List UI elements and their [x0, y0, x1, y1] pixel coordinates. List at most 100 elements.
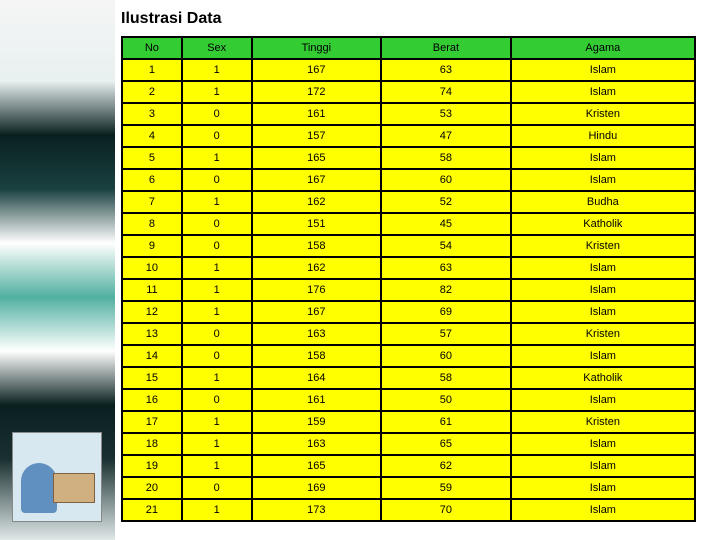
table-cell: Hindu: [511, 125, 695, 147]
table-cell: 59: [381, 477, 511, 499]
table-cell: 176: [252, 279, 382, 301]
table-row: 2117274Islam: [122, 81, 695, 103]
table-cell: 1: [182, 257, 252, 279]
table-cell: 62: [381, 455, 511, 477]
table-cell: 10: [122, 257, 182, 279]
table-cell: Katholik: [511, 213, 695, 235]
table-row: 6016760Islam: [122, 169, 695, 191]
table-cell: 0: [182, 169, 252, 191]
table-cell: 172: [252, 81, 382, 103]
table-cell: 7: [122, 191, 182, 213]
table-cell: 0: [182, 389, 252, 411]
main-content: Ilustrasi Data No Sex Tinggi Berat Agama…: [115, 0, 720, 522]
table-cell: 3: [122, 103, 182, 125]
table-cell: 158: [252, 345, 382, 367]
table-cell: 14: [122, 345, 182, 367]
table-cell: 0: [182, 235, 252, 257]
table-cell: 173: [252, 499, 382, 521]
table-cell: 6: [122, 169, 182, 191]
table-cell: 63: [381, 257, 511, 279]
table-cell: 1: [182, 147, 252, 169]
table-cell: Budha: [511, 191, 695, 213]
table-cell: 161: [252, 389, 382, 411]
data-table: No Sex Tinggi Berat Agama 1116763Islam21…: [121, 36, 696, 522]
table-cell: 1: [182, 301, 252, 323]
decorative-sidebar: [0, 0, 115, 540]
table-row: 19116562Islam: [122, 455, 695, 477]
table-cell: 167: [252, 59, 382, 81]
table-cell: 1: [182, 455, 252, 477]
table-cell: 70: [381, 499, 511, 521]
table-row: 8015145Katholik: [122, 213, 695, 235]
table-row: 3016153Kristen: [122, 103, 695, 125]
table-cell: 1: [182, 499, 252, 521]
table-row: 11117682Islam: [122, 279, 695, 301]
table-cell: 165: [252, 147, 382, 169]
table-cell: Islam: [511, 257, 695, 279]
table-cell: 13: [122, 323, 182, 345]
table-cell: Islam: [511, 147, 695, 169]
table-cell: 47: [381, 125, 511, 147]
table-cell: 157: [252, 125, 382, 147]
table-cell: 0: [182, 213, 252, 235]
table-cell: 54: [381, 235, 511, 257]
table-cell: 162: [252, 191, 382, 213]
table-cell: 58: [381, 367, 511, 389]
table-cell: 12: [122, 301, 182, 323]
table-row: 4015747Hindu: [122, 125, 695, 147]
table-cell: 69: [381, 301, 511, 323]
table-cell: 74: [381, 81, 511, 103]
table-cell: 65: [381, 433, 511, 455]
table-row: 21117370Islam: [122, 499, 695, 521]
table-cell: Islam: [511, 499, 695, 521]
table-row: 20016959Islam: [122, 477, 695, 499]
table-cell: 163: [252, 323, 382, 345]
table-cell: Kristen: [511, 103, 695, 125]
table-cell: 158: [252, 235, 382, 257]
table-cell: 159: [252, 411, 382, 433]
table-cell: 0: [182, 345, 252, 367]
table-cell: 0: [182, 323, 252, 345]
table-cell: 0: [182, 125, 252, 147]
table-cell: 4: [122, 125, 182, 147]
table-cell: 19: [122, 455, 182, 477]
table-row: 12116769Islam: [122, 301, 695, 323]
col-header-sex: Sex: [182, 37, 252, 59]
table-cell: 20: [122, 477, 182, 499]
col-header-agama: Agama: [511, 37, 695, 59]
table-cell: 60: [381, 345, 511, 367]
table-row: 18116365Islam: [122, 433, 695, 455]
table-cell: 1: [182, 191, 252, 213]
table-cell: 82: [381, 279, 511, 301]
table-cell: 18: [122, 433, 182, 455]
table-cell: 1: [122, 59, 182, 81]
chair-shape: [21, 463, 57, 513]
table-cell: 61: [381, 411, 511, 433]
table-cell: 1: [182, 279, 252, 301]
table-body: 1116763Islam2117274Islam3016153Kristen40…: [122, 59, 695, 521]
table-cell: 0: [182, 103, 252, 125]
table-row: 9015854Kristen: [122, 235, 695, 257]
table-cell: 9: [122, 235, 182, 257]
table-row: 15116458Katholik: [122, 367, 695, 389]
table-cell: Islam: [511, 345, 695, 367]
table-cell: Islam: [511, 433, 695, 455]
table-cell: 1: [182, 81, 252, 103]
table-cell: 1: [182, 433, 252, 455]
table-cell: Kristen: [511, 235, 695, 257]
table-cell: 167: [252, 169, 382, 191]
col-header-berat: Berat: [381, 37, 511, 59]
table-cell: 169: [252, 477, 382, 499]
table-row: 17115961Kristen: [122, 411, 695, 433]
table-cell: Islam: [511, 81, 695, 103]
table-cell: Islam: [511, 59, 695, 81]
table-cell: 0: [182, 477, 252, 499]
table-cell: 162: [252, 257, 382, 279]
clipart-illustration: [12, 432, 102, 522]
table-row: 7116252Budha: [122, 191, 695, 213]
table-cell: 167: [252, 301, 382, 323]
table-header-row: No Sex Tinggi Berat Agama: [122, 37, 695, 59]
table-cell: 164: [252, 367, 382, 389]
table-cell: 45: [381, 213, 511, 235]
table-cell: Islam: [511, 169, 695, 191]
